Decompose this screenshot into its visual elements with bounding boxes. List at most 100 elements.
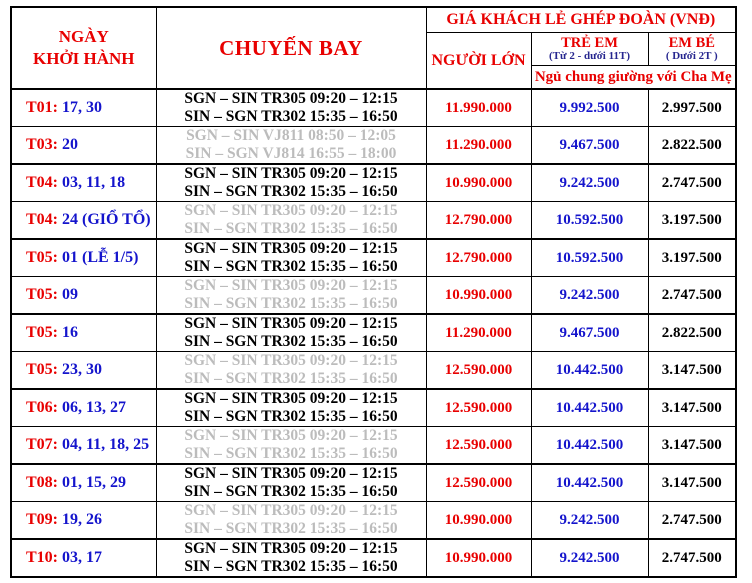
table-row: T04: 24 (GIỔ TỔ) SGN – SIN TR305 09:20 – … — [10, 201, 737, 240]
table-row: T05: 09 SGN – SIN TR305 09:20 – 12:15 SIN… — [10, 276, 737, 315]
flight-line-1: SGN – SIN TR305 09:20 – 12:15 — [184, 90, 398, 107]
month-prefix: T04: — [26, 211, 58, 228]
flight-line-2: SIN – SGN TR302 15:35 – 16:50 — [184, 295, 398, 312]
flight-line-1: SGN – SIN TR305 09:20 – 12:15 — [184, 427, 398, 444]
child-price-cell: 9.467.500 — [530, 313, 649, 352]
flight-line-1: SGN – SIN TR305 09:20 – 12:15 — [184, 240, 398, 257]
days-text: 04, 11, 18, 25 — [62, 436, 150, 453]
infant-price-cell: 2.747.500 — [647, 538, 737, 578]
infant-price-cell: 2.747.500 — [647, 501, 737, 540]
adult-price-cell: 10.990.000 — [425, 501, 532, 540]
departure-date-cell: T07: 04, 11, 18, 25 — [10, 426, 157, 465]
flight-cell: SGN – SIN TR305 09:20 – 12:15 SIN – SGN … — [155, 426, 427, 465]
adult-price-cell: 10.990.000 — [425, 276, 532, 315]
month-prefix: T05: — [26, 361, 58, 378]
flight-line-1: SGN – SIN TR305 09:20 – 12:15 — [184, 540, 398, 557]
adult-price-cell: 12.590.000 — [425, 426, 532, 465]
infant-price-cell: 2.747.500 — [647, 163, 737, 202]
flight-line-1: SGN – SIN TR305 09:20 – 12:15 — [184, 202, 398, 219]
flight-cell: SGN – SIN TR305 09:20 – 12:15 SIN – SGN … — [155, 501, 427, 540]
flight-cell: SGN – SIN TR305 09:20 – 12:15 SIN – SGN … — [155, 276, 427, 315]
month-prefix: T03: — [26, 136, 58, 153]
month-prefix: T06: — [26, 399, 58, 416]
table-body: T01: 17, 30 SGN – SIN TR305 09:20 – 12:15… — [10, 88, 737, 578]
table-row: T09: 19, 26 SGN – SIN TR305 09:20 – 12:15… — [10, 501, 737, 540]
days-text: 01 (LỄ 1/5) — [62, 249, 139, 266]
child-price-cell: 9.242.500 — [530, 501, 649, 540]
departure-date-cell: T05: 16 — [10, 313, 157, 352]
flight-cell: SGN – SIN TR305 09:20 – 12:15 SIN – SGN … — [155, 313, 427, 352]
month-prefix: T04: — [26, 174, 58, 191]
days-text: 19, 26 — [62, 511, 102, 528]
infant-price-cell: 2.822.500 — [647, 313, 737, 352]
flight-cell: SGN – SIN TR305 09:20 – 12:15 SIN – SGN … — [155, 88, 427, 127]
adult-price-cell: 11.990.000 — [425, 88, 532, 127]
days-text: 20 — [62, 136, 78, 153]
days-text: 16 — [62, 324, 78, 341]
month-prefix: T01: — [26, 99, 58, 116]
adult-price-cell: 10.990.000 — [425, 163, 532, 202]
adult-price-cell: 12.590.000 — [425, 388, 532, 427]
flight-line-1: SGN – SIN TR305 09:20 – 12:15 — [184, 502, 398, 519]
flight-cell: SGN – SIN TR305 09:20 – 12:15 SIN – SGN … — [155, 538, 427, 578]
child-price-cell: 10.442.500 — [530, 463, 649, 502]
table-row: T05: 01 (LỄ 1/5) SGN – SIN TR305 09:20 – … — [10, 238, 737, 277]
child-price-cell: 10.592.500 — [530, 238, 649, 277]
infant-price-cell: 3.147.500 — [647, 463, 737, 502]
days-text: 09 — [62, 286, 78, 303]
days-text: 06, 13, 27 — [62, 399, 126, 416]
flight-line-1: SGN – SIN TR305 09:20 – 12:15 — [184, 390, 398, 407]
table-row: T05: 23, 30 SGN – SIN TR305 09:20 – 12:15… — [10, 351, 737, 390]
departure-date-cell: T06: 06, 13, 27 — [10, 388, 157, 427]
days-text: 23, 30 — [62, 361, 102, 378]
departure-date-cell: T04: 24 (GIỔ TỔ) — [10, 201, 157, 240]
departure-date-cell: T04: 03, 11, 18 — [10, 163, 157, 202]
child-price-cell: 9.467.500 — [530, 126, 649, 165]
infant-price-cell: 3.147.500 — [647, 388, 737, 427]
header-flight: CHUYẾN BAY — [155, 6, 427, 90]
child-price-cell: 10.592.500 — [530, 201, 649, 240]
flight-line-2: SIN – SGN TR302 15:35 – 16:50 — [184, 370, 398, 387]
adult-price-cell: 11.290.000 — [425, 313, 532, 352]
table-row: T07: 04, 11, 18, 25 SGN – SIN TR305 09:20… — [10, 426, 737, 465]
flight-cell: SGN – SIN TR305 09:20 – 12:15 SIN – SGN … — [155, 238, 427, 277]
flight-line-2: SIN – SGN TR302 15:35 – 16:50 — [184, 220, 398, 237]
month-prefix: T10: — [26, 549, 58, 566]
adult-price-cell: 10.990.000 — [425, 538, 532, 578]
month-prefix: T07: — [26, 436, 58, 453]
infant-price-cell: 3.197.500 — [647, 201, 737, 240]
adult-price-cell: 12.790.000 — [425, 238, 532, 277]
flight-line-1: SGN – SIN TR305 09:20 – 12:15 — [184, 352, 398, 369]
header-adult: NGƯỜI LỚN — [425, 32, 532, 90]
infant-price-cell: 2.997.500 — [647, 88, 737, 127]
header-price-group: GIÁ KHÁCH LẺ GHÉP ĐOÀN (VNĐ) — [425, 6, 737, 33]
departure-date-cell: T09: 19, 26 — [10, 501, 157, 540]
flight-cell: SGN – SIN TR305 09:20 – 12:15 SIN – SGN … — [155, 388, 427, 427]
infant-price-cell: 2.747.500 — [647, 276, 737, 315]
table-row: T05: 16 SGN – SIN TR305 09:20 – 12:15 SIN… — [10, 313, 737, 352]
flight-line-2: SIN – SGN TR302 15:35 – 16:50 — [184, 258, 398, 275]
header-child-age-note: (Từ 2 - dưới 11T) — [548, 49, 631, 62]
flight-line-1: SGN – SIN VJ811 08:50 – 12:05 — [186, 127, 396, 144]
adult-price-cell: 12.790.000 — [425, 201, 532, 240]
flight-line-2: SIN – SGN TR302 15:35 – 16:50 — [184, 183, 398, 200]
header-sleep-note: Ngủ chung giường với Cha Mẹ — [530, 65, 737, 90]
departure-date-cell: T05: 09 — [10, 276, 157, 315]
flight-line-2: SIN – SGN TR302 15:35 – 16:50 — [184, 520, 398, 537]
flight-cell: SGN – SIN TR305 09:20 – 12:15 SIN – SGN … — [155, 463, 427, 502]
days-text: 01, 15, 29 — [62, 474, 126, 491]
child-price-cell: 9.242.500 — [530, 163, 649, 202]
departure-date-cell: T01: 17, 30 — [10, 88, 157, 127]
flight-cell: SGN – SIN TR305 09:20 – 12:15 SIN – SGN … — [155, 201, 427, 240]
flight-line-1: SGN – SIN TR305 09:20 – 12:15 — [184, 277, 398, 294]
flight-cell: SGN – SIN VJ811 08:50 – 12:05 SIN – SGN … — [155, 126, 427, 165]
flight-line-2: SIN – SGN TR302 15:35 – 16:50 — [184, 483, 398, 500]
table-header: NGÀY KHỞI HÀNH CHUYẾN BAY GIÁ KHÁCH LẺ G… — [10, 6, 737, 90]
child-price-cell: 9.242.500 — [530, 538, 649, 578]
flight-line-2: SIN – SGN TR302 15:35 – 16:50 — [184, 445, 398, 462]
header-infant-age-note: ( Dưới 2T ) — [665, 49, 718, 62]
days-text: 24 (GIỔ TỔ) — [62, 211, 151, 228]
adult-price-cell: 11.290.000 — [425, 126, 532, 165]
flight-line-1: SGN – SIN TR305 09:20 – 12:15 — [184, 315, 398, 332]
days-text: 03, 17 — [62, 549, 102, 566]
